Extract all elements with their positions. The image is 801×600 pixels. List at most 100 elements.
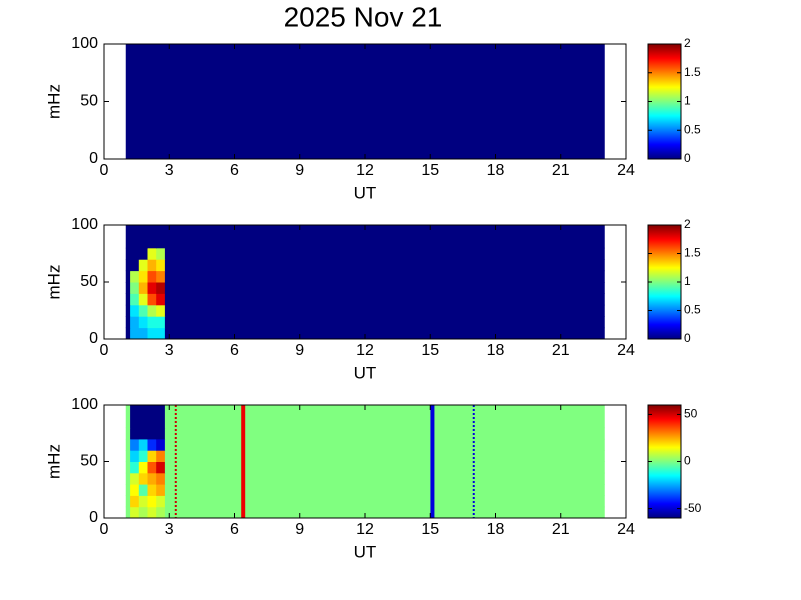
heatmap-cell [125,316,131,329]
x-tick-label: 15 [421,521,439,538]
heatmap-cell [130,304,140,317]
heatmap-cell [164,484,605,496]
heatmap-cell [130,327,140,340]
heatmap-cell [156,461,166,474]
heatmap-cell [138,327,148,340]
heatmap-cell [156,327,166,340]
x-tick-label: 12 [356,162,374,179]
heatmap-cell [130,247,140,260]
heatmap-cell [164,282,605,294]
heatmap-cell [164,506,605,519]
colorbar [647,43,682,160]
colorbar-tick-label: 2 [684,36,691,50]
heatmap-cell [130,450,140,462]
heatmap-cell [130,472,140,485]
heatmap-cell [164,405,605,429]
y-tick-label: 0 [89,330,98,347]
heatmap-cell [156,450,166,462]
colorbar-tick-label: 0.5 [684,303,701,317]
heatmap-cell [164,427,605,440]
heatmap-cell [125,293,131,306]
x-tick-label: 6 [230,521,239,538]
x-tick-label: 12 [356,521,374,538]
heatmap-cell [147,450,157,462]
x-tick-label: 21 [552,521,570,538]
heatmap-cell [147,427,157,440]
heatmap-cell [164,495,605,508]
heatmap-cell [138,225,148,249]
heatmap-cell [125,44,605,160]
heatmap-cell [164,327,605,340]
heatmap-cell [156,506,166,519]
heatmap-cell [156,405,166,429]
heatmap-cell [138,270,148,283]
heatmap-cell [156,225,166,249]
colorbar [647,224,682,340]
x-tick-label: 9 [295,521,304,538]
heatmap-cell [125,438,131,451]
heatmap-cell [147,327,157,340]
heatmap-cell [138,495,148,508]
x-tick-label: 18 [487,162,505,179]
heatmap-cell [164,225,605,249]
heatmap-cell [164,316,605,329]
heatmap-cell [147,484,157,496]
heatmap-cell [156,282,166,294]
heatmap-cell [156,247,166,260]
heatmap-cell [125,270,131,283]
heatmap-cell [147,316,157,329]
x-tick-label: 3 [165,342,174,359]
heatmap-cell [147,259,157,272]
heatmap-cell [125,495,131,508]
heatmap-cell [130,259,140,272]
y-tick-label: 50 [80,93,98,110]
heatmap-cell [130,316,140,329]
heatmap-cell [147,270,157,283]
x-tick-label: 24 [617,521,635,538]
heatmap-cell [156,316,166,329]
heatmap-cell [147,247,157,260]
colorbar-tick-label: 50 [684,407,698,421]
colorbar-tick-label: 2 [684,217,691,231]
heatmap-cell [125,484,131,496]
x-tick-label: 0 [100,521,109,538]
heatmap-cell [147,405,157,429]
heatmap-cell [156,293,166,306]
heatmap-cell [125,327,131,340]
heatmap-cell [130,495,140,508]
x-tick-label: 21 [552,342,570,359]
x-tick-label: 15 [421,342,439,359]
x-tick-label: 24 [617,162,635,179]
colorbar-tick-label: -50 [684,501,702,515]
x-tick-label: 6 [230,342,239,359]
heatmap-cell [156,438,166,451]
y-tick-label: 50 [80,453,98,470]
heatmap-cell [138,282,148,294]
x-tick-label: 3 [165,162,174,179]
x-tick-label: 9 [295,342,304,359]
heatmap-cell [138,506,148,519]
x-tick-label: 18 [487,342,505,359]
heatmap-cell [125,259,131,272]
heatmap-cell [125,225,131,249]
x-tick-label: 15 [421,162,439,179]
x-tick-label: 9 [295,162,304,179]
x-tick-label: 6 [230,162,239,179]
heatmap-cell [164,293,605,306]
heatmap-cell [164,304,605,317]
colorbar [647,404,682,519]
y-tick-label: 0 [89,509,98,526]
heatmap-cell [125,450,131,462]
x-tick-label: 0 [100,342,109,359]
y-tick-label: 100 [71,35,98,52]
heatmap-cell [125,461,131,474]
heatmap-cell [156,495,166,508]
x-tick-label: 18 [487,521,505,538]
heatmap-cell [147,438,157,451]
colorbar-tick-label: 1.5 [684,65,701,79]
heatmap-cell [130,427,140,440]
heatmap-cell [130,484,140,496]
heatmap-cell [138,293,148,306]
